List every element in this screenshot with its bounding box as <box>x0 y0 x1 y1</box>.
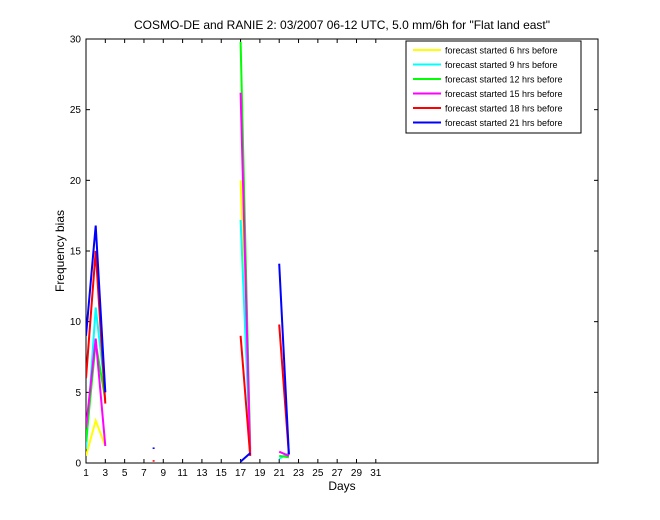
y-tick-label: 0 <box>75 459 81 470</box>
y-tick-label: 10 <box>70 317 82 328</box>
series-line-1 <box>86 417 107 457</box>
legend-label: forecast started 21 hrs before <box>445 118 563 128</box>
y-tick-label: 15 <box>70 247 82 258</box>
x-tick-label: 1 <box>83 468 89 479</box>
x-tick-label: 23 <box>293 468 305 479</box>
legend-label: forecast started 15 hrs before <box>445 89 563 99</box>
chart-title: COSMO-DE and RANIE 2: 03/2007 06-12 UTC,… <box>134 18 550 32</box>
x-tick-label: 25 <box>312 468 324 479</box>
x-tick-label: 31 <box>370 468 382 479</box>
y-tick-label: 20 <box>70 176 82 187</box>
legend-box <box>405 40 582 134</box>
x-tick-label: 15 <box>216 468 228 479</box>
y-tick-label: 25 <box>70 105 82 116</box>
series-line-5 <box>239 335 252 456</box>
series-line-6 <box>278 263 290 455</box>
x-tick-label: 5 <box>122 468 128 479</box>
x-tick-label: 29 <box>351 468 363 479</box>
x-tick-label: 19 <box>254 468 266 479</box>
x-tick-label: 17 <box>235 468 247 479</box>
x-tick-label: 11 <box>177 468 188 479</box>
x-tick-label: 9 <box>161 468 167 479</box>
x-tick-label: 7 <box>141 468 147 479</box>
legend-label: forecast started 12 hrs before <box>445 75 563 85</box>
legend: forecast started 6 hrs before forecast st… <box>405 40 582 134</box>
series-line-4 <box>239 92 252 455</box>
x-tick-label: 27 <box>332 468 344 479</box>
series-line-4 <box>278 450 290 457</box>
x-tick-label: 13 <box>196 468 208 479</box>
series-line-6 <box>86 225 107 393</box>
series-line-3 <box>279 454 290 459</box>
legend-label: forecast started 9 hrs before <box>445 60 558 70</box>
x-tick-label: 21 <box>274 468 286 479</box>
x-tick-label: 3 <box>103 468 109 479</box>
legend-label: forecast started 6 hrs before <box>445 46 558 56</box>
legend-label: forecast started 18 hrs before <box>445 104 563 114</box>
x-axis-label: Days <box>328 479 355 493</box>
series-line-6 <box>239 452 251 463</box>
series-lines <box>86 41 290 463</box>
y-axis-label: Frequency bias <box>53 210 67 292</box>
series-line-4 <box>86 338 107 447</box>
y-tick-label: 30 <box>70 35 82 46</box>
y-tick-label: 5 <box>75 388 81 399</box>
